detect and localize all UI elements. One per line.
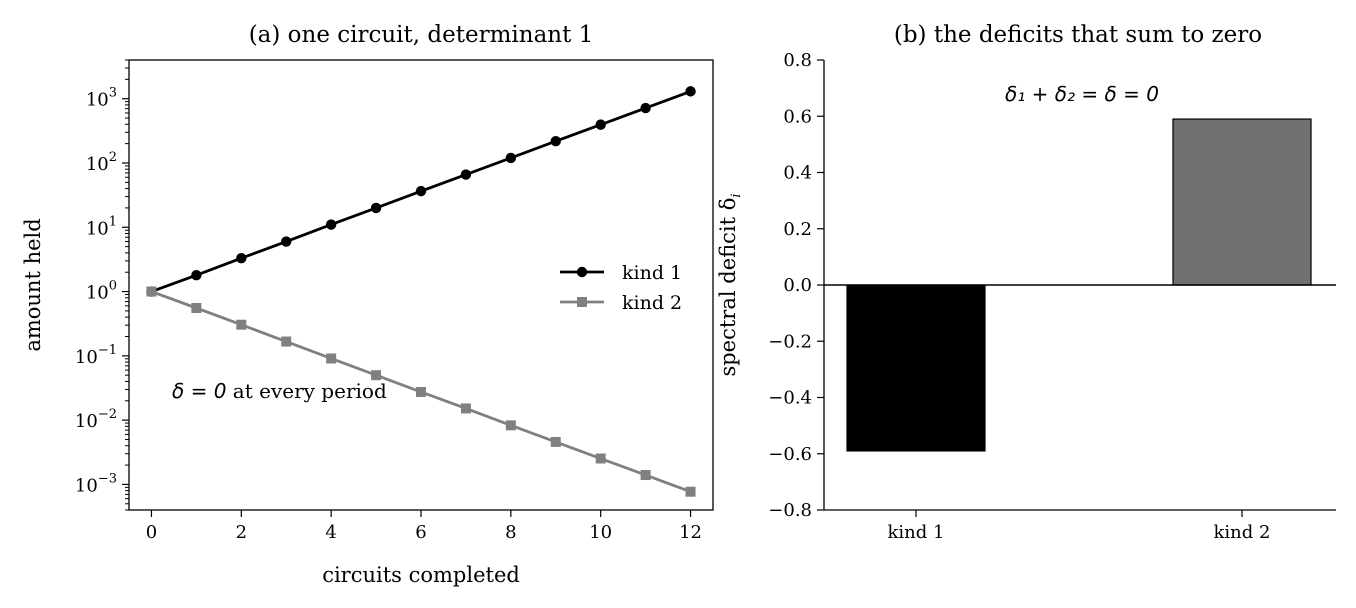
y-tick-base: 10	[75, 347, 98, 368]
y-tick-base: 10	[75, 475, 98, 496]
panel-b-annotation: δ₁ + δ₂ = δ = 0	[1005, 82, 1159, 106]
y-tick-exponent: −1	[98, 343, 117, 358]
data-point-kind-2	[550, 436, 561, 447]
x-tick-label: 10	[589, 522, 612, 543]
legend-marker-kind-2	[577, 297, 587, 307]
panel-a-legend: kind 1 kind 2	[560, 262, 682, 314]
ylabel-main: spectral deficit δ	[716, 198, 740, 377]
data-point-kind-1	[595, 119, 606, 130]
data-point-kind-2	[505, 420, 516, 431]
y-tick-label: −0.4	[768, 388, 812, 409]
data-point-kind-2	[146, 286, 157, 297]
data-point-kind-1	[415, 185, 427, 197]
data-point-kind-1	[236, 253, 247, 264]
y-tick-label: 103	[86, 86, 117, 111]
x-tick-label: 12	[679, 522, 702, 543]
y-tick-label: 10−1	[75, 343, 117, 368]
data-point-kind-2	[640, 470, 651, 481]
data-point-kind-1	[685, 86, 696, 97]
y-tick-label: 0.8	[783, 50, 812, 71]
x-tick-label: 8	[505, 522, 516, 543]
data-point-kind-2	[460, 403, 471, 414]
y-tick-label: −0.2	[768, 331, 812, 352]
panel-b-ylabel: spectral deficit δi	[716, 193, 744, 376]
y-tick-label: 0.4	[783, 163, 812, 184]
panel-b-title: (b) the deficits that sum to zero	[894, 22, 1262, 48]
y-tick-exponent: 1	[109, 214, 117, 229]
panel-a-title: (a) one circuit, determinant 1	[249, 22, 594, 48]
data-point-kind-1	[550, 136, 561, 147]
x-tick-label: kind 2	[1214, 522, 1271, 543]
annotation-math: δ = 0	[172, 379, 226, 403]
legend-label-kind-2: kind 2	[622, 292, 682, 314]
x-tick-label: kind 1	[888, 522, 945, 543]
y-tick-label: 101	[86, 214, 117, 239]
data-point-kind-2	[685, 486, 696, 497]
data-point-kind-1	[281, 236, 292, 247]
panel-a-line-chart: (a) one circuit, determinant 1 0 2 4 6 8 10 12…	[21, 22, 714, 587]
data-point-kind-1	[460, 169, 472, 180]
data-point-kind-2	[191, 302, 202, 313]
y-tick-base: 10	[86, 90, 109, 111]
y-tick-exponent: 2	[109, 150, 117, 165]
legend-label-kind-1: kind 1	[622, 262, 682, 284]
y-tick-label: 10−2	[75, 407, 117, 432]
x-tick-label: 4	[325, 522, 336, 543]
y-tick-label: −0.8	[768, 500, 812, 521]
data-point-kind-1	[505, 152, 517, 164]
panel-a-annotation: δ = 0 at every period	[172, 379, 387, 403]
y-tick-base: 10	[86, 154, 109, 175]
data-point-kind-2	[595, 453, 606, 464]
ylabel-subscript: i	[729, 193, 744, 197]
data-point-kind-1	[370, 202, 382, 214]
y-tick-label: 10−3	[75, 471, 117, 496]
panel-a-series	[146, 86, 696, 497]
y-tick-label: 100	[86, 279, 117, 304]
data-point-kind-2	[371, 370, 382, 381]
data-point-kind-2	[416, 386, 426, 397]
legend-marker-kind-1	[576, 266, 588, 278]
panel-a-xlabel: circuits completed	[322, 563, 520, 587]
data-point-kind-1	[640, 102, 651, 114]
y-tick-label: 0.0	[783, 275, 812, 296]
y-tick-label: 102	[86, 150, 117, 175]
y-tick-base: 10	[75, 411, 98, 432]
y-tick-label: 0.6	[783, 106, 812, 127]
y-tick-exponent: −3	[98, 471, 117, 486]
y-tick-label: −0.6	[768, 444, 812, 465]
panel-b-bars	[824, 118, 1336, 452]
annotation-text: at every period	[226, 379, 387, 403]
y-tick-exponent: 3	[109, 86, 117, 101]
bar-kind-2	[1172, 118, 1312, 286]
panel-b-ticks: −0.8 −0.6 −0.4 −0.2 0.0 0.2 0.4 0.6 0.8 kind 1 kin…	[768, 50, 1270, 543]
y-tick-base: 10	[86, 283, 109, 304]
data-point-kind-2	[326, 353, 337, 364]
y-tick-exponent: −2	[98, 407, 117, 422]
bar-kind-1	[846, 284, 986, 452]
data-point-kind-2	[281, 336, 292, 347]
y-tick-base: 10	[86, 218, 109, 239]
y-tick-label: 0.2	[783, 219, 812, 240]
data-point-kind-2	[236, 319, 247, 330]
x-tick-label: 0	[146, 522, 157, 543]
data-point-kind-1	[325, 219, 337, 230]
y-tick-exponent: 0	[109, 279, 117, 294]
panel-a-axes-frame	[128, 59, 714, 511]
data-point-kind-1	[191, 269, 202, 281]
x-tick-label: 2	[236, 522, 247, 543]
x-tick-label: 6	[415, 522, 426, 543]
panel-a-ylabel: amount held	[21, 218, 45, 351]
panel-b-bar-chart: (b) the deficits that sum to zero −0.8−0…	[716, 22, 1336, 543]
